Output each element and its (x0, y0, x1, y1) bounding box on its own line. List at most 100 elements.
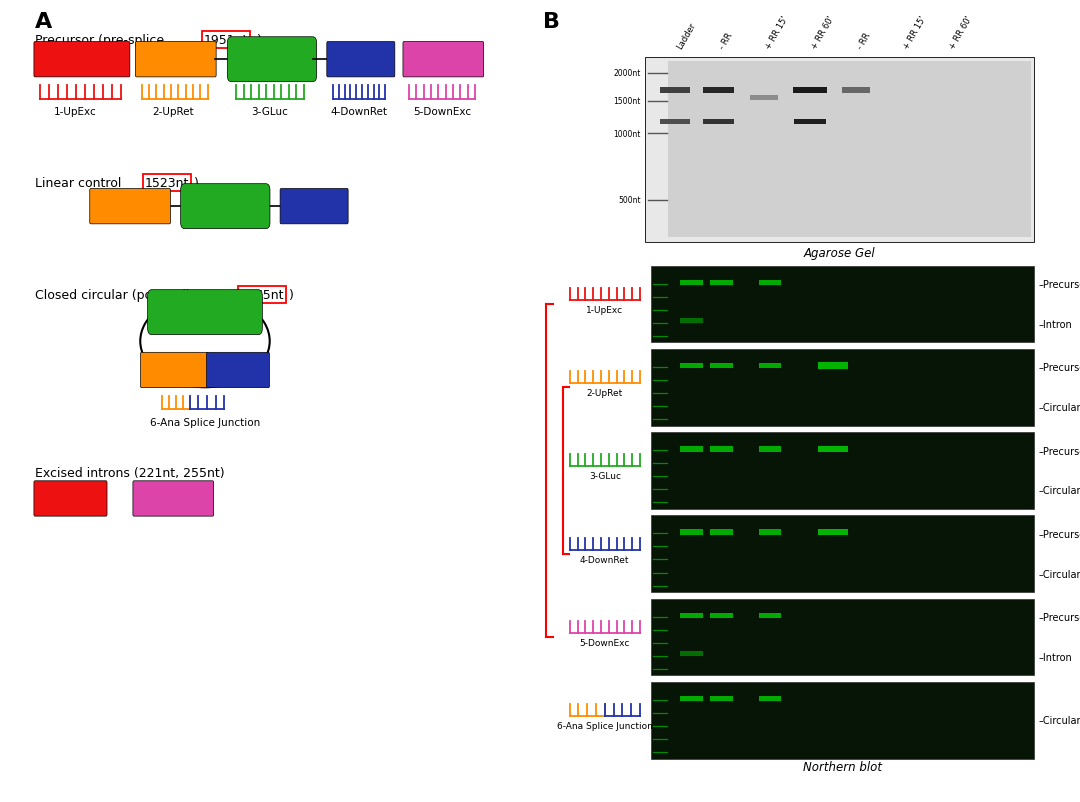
Text: + RR 15': + RR 15' (902, 15, 928, 51)
Text: 1523nt: 1523nt (145, 176, 189, 189)
Bar (759, 613, 782, 618)
Bar (794, 88, 826, 94)
Text: –Circular/Nicked: –Circular/Nicked (1038, 569, 1080, 579)
Bar (819, 363, 848, 370)
Text: 5-DownExc: 5-DownExc (580, 638, 630, 647)
Text: ): ) (193, 176, 199, 189)
Bar (650, 266, 1034, 343)
Bar (660, 88, 689, 94)
Text: 3-GLuc: 3-GLuc (589, 472, 621, 480)
Text: 1000nt: 1000nt (613, 129, 642, 139)
Text: Northern blot: Northern blot (802, 760, 882, 773)
Bar (650, 682, 1034, 759)
Text: 5-DownExc: 5-DownExc (413, 107, 471, 116)
Bar (680, 529, 703, 535)
Bar (680, 447, 703, 452)
Text: + RR 60': + RR 60' (948, 15, 974, 51)
FancyBboxPatch shape (327, 43, 395, 78)
Bar (650, 516, 1034, 593)
Text: –Circular/Nicked: –Circular/Nicked (1038, 486, 1080, 496)
Text: A: A (35, 12, 52, 32)
Bar (711, 529, 732, 535)
Text: –Precursor: –Precursor (1038, 363, 1080, 373)
Bar (650, 350, 1034, 426)
Text: 4-DownRet: 4-DownRet (580, 555, 630, 564)
Bar (680, 613, 703, 618)
FancyBboxPatch shape (133, 481, 214, 516)
FancyBboxPatch shape (135, 43, 216, 78)
Text: –Precursor: –Precursor (1038, 280, 1080, 290)
Text: 1500nt: 1500nt (613, 97, 642, 107)
Text: Precursor (pre-splice,: Precursor (pre-splice, (35, 34, 172, 47)
Text: Agarose Gel: Agarose Gel (804, 247, 876, 260)
FancyBboxPatch shape (180, 184, 270, 229)
Bar (711, 613, 732, 618)
Text: ): ) (288, 289, 294, 302)
Text: 1951nt: 1951nt (204, 34, 248, 47)
Bar (660, 119, 689, 125)
Text: –Precursor: –Precursor (1038, 529, 1080, 539)
Text: 2-UpRet: 2-UpRet (152, 107, 194, 116)
Bar (795, 119, 825, 125)
Text: ): ) (257, 34, 261, 47)
Bar (711, 696, 732, 702)
Text: 3-GLuc: 3-GLuc (252, 107, 288, 116)
Text: –Circular: –Circular (1038, 715, 1080, 725)
Bar (703, 88, 733, 94)
Text: 6-Ana Splice Junction: 6-Ana Splice Junction (150, 417, 260, 427)
Text: –Intron: –Intron (1038, 652, 1072, 662)
FancyBboxPatch shape (280, 189, 348, 225)
Bar (703, 119, 733, 125)
Text: Closed circular (post-splice,: Closed circular (post-splice, (35, 289, 212, 302)
Bar (667, 62, 1031, 238)
Bar (759, 696, 782, 702)
Text: 2-UpRet: 2-UpRet (586, 388, 623, 398)
Bar (759, 363, 782, 369)
FancyBboxPatch shape (227, 38, 316, 83)
Text: - RR: - RR (855, 32, 873, 51)
Bar (650, 432, 1034, 509)
Bar (680, 363, 703, 369)
Bar (680, 696, 703, 702)
Bar (711, 280, 732, 286)
FancyBboxPatch shape (206, 353, 269, 388)
FancyBboxPatch shape (403, 43, 484, 78)
Text: B: B (543, 12, 559, 32)
FancyBboxPatch shape (148, 290, 262, 335)
Bar (819, 529, 848, 536)
Bar (842, 88, 869, 94)
Bar (680, 280, 703, 286)
Text: 500nt: 500nt (619, 196, 642, 205)
Bar (759, 280, 782, 286)
Bar (680, 651, 703, 656)
FancyBboxPatch shape (33, 43, 130, 78)
Text: 1475nt: 1475nt (240, 289, 284, 302)
FancyBboxPatch shape (90, 189, 171, 225)
Bar (650, 599, 1034, 675)
Bar (711, 363, 732, 369)
Text: 2000nt: 2000nt (613, 69, 642, 79)
Text: + RR 60': + RR 60' (810, 15, 836, 51)
Text: Linear control: Linear control (35, 176, 125, 189)
Bar (680, 319, 703, 324)
Text: - RR: - RR (718, 32, 734, 51)
Text: –Precursor: –Precursor (1038, 446, 1080, 456)
Text: –Intron: –Intron (1038, 319, 1072, 330)
FancyBboxPatch shape (140, 353, 208, 388)
Bar (751, 95, 778, 101)
Bar (711, 447, 732, 452)
Text: 4-DownRet: 4-DownRet (330, 107, 388, 116)
Text: Ladder: Ladder (675, 22, 698, 51)
Text: –Circular/Nicked: –Circular/Nicked (1038, 403, 1080, 413)
Text: 1-UpExc: 1-UpExc (586, 306, 623, 314)
Bar (759, 447, 782, 452)
Text: + RR 15': + RR 15' (765, 15, 791, 51)
Text: 1-UpExc: 1-UpExc (54, 107, 97, 116)
Text: Excised introns (221nt, 255nt): Excised introns (221nt, 255nt) (35, 467, 225, 480)
Text: 6-Ana Splice Junction: 6-Ana Splice Junction (557, 721, 652, 730)
Bar (759, 529, 782, 535)
FancyBboxPatch shape (33, 481, 107, 516)
Text: –Precursor: –Precursor (1038, 612, 1080, 622)
Bar (646, 58, 1034, 242)
Bar (819, 446, 848, 452)
